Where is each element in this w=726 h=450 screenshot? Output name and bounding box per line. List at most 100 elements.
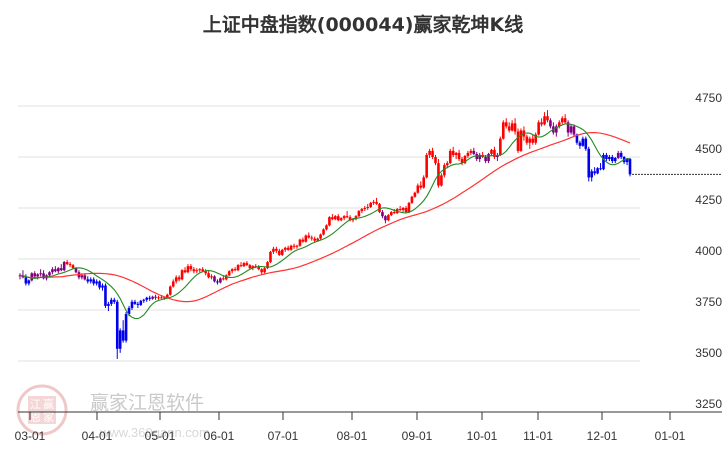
candle — [216, 281, 219, 283]
x-tick-label: 11-01 — [523, 429, 553, 443]
candle — [62, 262, 66, 271]
candle — [590, 171, 593, 178]
candle — [484, 157, 487, 162]
candle — [154, 296, 157, 298]
candle — [613, 158, 617, 162]
candle — [563, 118, 567, 123]
candle — [501, 122, 505, 139]
candle — [578, 142, 582, 146]
candle — [198, 269, 202, 271]
candle — [566, 122, 570, 133]
candle — [463, 155, 467, 164]
candle — [266, 262, 269, 269]
candle — [275, 248, 278, 251]
candle — [174, 277, 178, 282]
candle — [239, 265, 243, 267]
candle — [398, 209, 402, 211]
candle — [392, 212, 396, 214]
candle — [543, 116, 546, 125]
candle — [584, 138, 588, 149]
candle — [148, 297, 151, 299]
candle — [213, 276, 216, 282]
x-tick-label: 01-01 — [655, 429, 686, 443]
candle — [107, 303, 110, 306]
candle — [222, 278, 225, 280]
candle — [245, 263, 249, 266]
candle — [74, 268, 78, 273]
candle — [369, 202, 372, 207]
candle — [596, 168, 599, 174]
candle — [510, 123, 514, 131]
candle — [233, 269, 237, 271]
candle — [499, 138, 502, 155]
candle — [124, 314, 128, 341]
candle — [345, 216, 349, 218]
candle — [319, 234, 322, 239]
candle — [440, 175, 443, 186]
candle — [251, 266, 255, 269]
candle — [504, 122, 508, 127]
candle — [160, 297, 163, 299]
candle — [80, 275, 84, 278]
candle — [283, 247, 287, 250]
candle — [404, 208, 408, 213]
candle — [57, 268, 60, 272]
candle — [384, 216, 387, 221]
candle — [525, 136, 529, 143]
candle — [248, 265, 252, 269]
candle — [39, 273, 42, 275]
candle — [98, 281, 101, 288]
candle — [493, 149, 496, 157]
candle — [475, 153, 479, 160]
candle — [339, 218, 343, 221]
candle — [195, 270, 199, 272]
x-tick-label: 05-01 — [145, 429, 176, 443]
candle — [127, 307, 131, 315]
candle — [445, 163, 449, 166]
candle — [342, 216, 346, 219]
candle — [295, 245, 299, 247]
watermark-seal-char: 恩 — [30, 411, 41, 424]
candle — [313, 238, 316, 241]
candle — [36, 274, 39, 277]
candle — [316, 238, 319, 241]
candle — [242, 263, 246, 267]
watermark: 江赢恩 家 赢家江恩软件 www.360gann.com — [16, 384, 210, 440]
candle — [378, 203, 381, 213]
x-tick-label: 06-01 — [204, 429, 235, 443]
y-tick-label: 4500 — [695, 142, 722, 156]
candle — [422, 177, 426, 188]
candle — [92, 279, 95, 284]
candle — [431, 150, 434, 157]
candle — [599, 168, 602, 170]
candle — [572, 126, 576, 135]
candle — [130, 301, 134, 308]
watermark-url: www.360gann.com — [99, 425, 210, 440]
candle — [375, 201, 378, 204]
candle — [528, 138, 532, 143]
candle — [611, 157, 614, 162]
candle — [351, 219, 355, 221]
candle — [546, 116, 549, 121]
moving-averages — [19, 123, 722, 320]
candle — [204, 271, 207, 274]
candle — [616, 152, 620, 159]
x-tick-label: 03-01 — [15, 429, 46, 443]
y-axis: 4750 4500 4250 4000 3750 3500 3250 — [695, 91, 722, 411]
candle — [163, 297, 166, 299]
candle — [230, 269, 234, 272]
candle — [177, 277, 181, 280]
y-tick-label: 4000 — [695, 244, 722, 258]
candle — [366, 206, 370, 208]
candle — [478, 154, 482, 160]
candle — [86, 279, 90, 282]
candle — [381, 212, 384, 217]
candle — [516, 131, 520, 151]
candle — [171, 281, 175, 287]
grid-lines — [18, 105, 640, 362]
candle — [531, 138, 535, 143]
candle — [490, 149, 493, 154]
candle — [301, 239, 305, 242]
candle — [466, 152, 470, 156]
candle — [278, 250, 281, 255]
